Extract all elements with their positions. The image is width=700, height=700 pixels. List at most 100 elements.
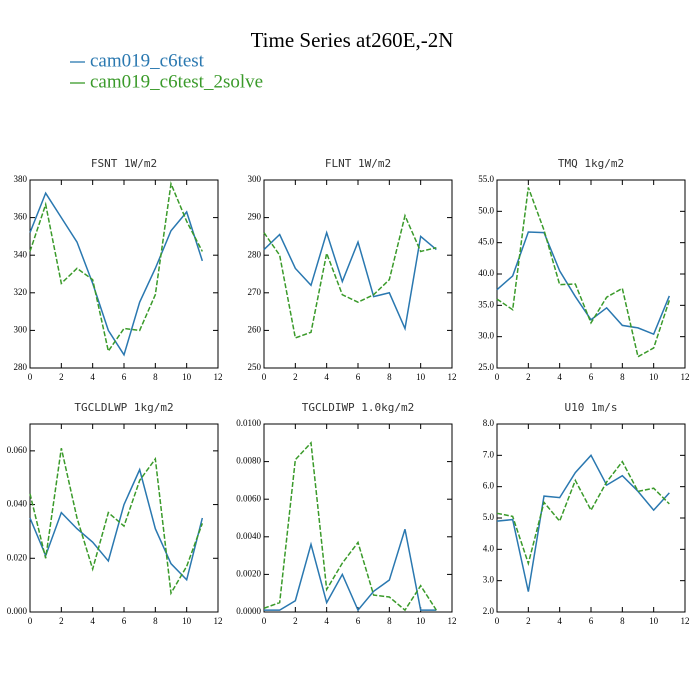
legend-label: cam019_c6test <box>90 50 205 71</box>
x-tick-label: 10 <box>182 616 192 626</box>
series-line <box>496 454 670 592</box>
y-tick-label: 0.0040 <box>236 531 261 541</box>
x-tick-label: 4 <box>557 616 562 626</box>
y-tick-label: 8.0 <box>483 418 495 428</box>
plot-frame <box>29 179 219 369</box>
y-tick-label: 260 <box>248 324 262 334</box>
panel-title: FLNT 1W/m2 <box>325 157 391 170</box>
series-line <box>496 231 671 336</box>
plot-frame <box>496 179 686 369</box>
x-tick-label: 6 <box>122 616 127 626</box>
y-tick-label: 290 <box>248 212 262 222</box>
y-tick-label: 0.0020 <box>236 568 261 578</box>
y-tick-label: 30.0 <box>478 331 494 341</box>
y-tick-label: 2.0 <box>483 606 495 616</box>
series-line <box>263 441 437 612</box>
x-tick-label: 6 <box>356 372 361 382</box>
x-tick-label: 4 <box>90 616 95 626</box>
y-tick-label: 50.0 <box>478 205 494 215</box>
x-tick-label: 8 <box>153 372 158 382</box>
y-tick-label: 0.020 <box>7 552 28 562</box>
legend-label: cam019_c6test_2solve <box>90 71 263 92</box>
x-tick-label: 6 <box>589 372 594 382</box>
series-line <box>264 529 437 612</box>
y-tick-label: 0.0080 <box>236 456 261 466</box>
series-line <box>29 467 204 582</box>
y-tick-label: 280 <box>14 362 28 372</box>
y-tick-label: 4.0 <box>483 543 495 553</box>
x-tick-label: 12 <box>448 372 457 382</box>
y-tick-label: 6.0 <box>483 481 495 491</box>
x-tick-label: 8 <box>620 372 625 382</box>
panel-title: U10 1m/s <box>565 401 618 414</box>
series-line <box>29 191 204 357</box>
y-tick-label: 0.040 <box>7 499 28 509</box>
y-tick-label: 35.0 <box>478 299 494 309</box>
y-tick-label: 0.000 <box>7 606 28 616</box>
x-tick-label: 2 <box>526 616 531 626</box>
x-tick-label: 12 <box>214 616 223 626</box>
panel-title: TGCLDLWP 1kg/m2 <box>74 401 173 414</box>
x-tick-label: 2 <box>293 372 298 382</box>
plot-frame <box>496 423 686 613</box>
x-tick-label: 4 <box>324 372 329 382</box>
y-tick-label: 340 <box>14 249 28 259</box>
x-tick-label: 2 <box>526 372 531 382</box>
y-tick-label: 0.0060 <box>236 493 261 503</box>
x-tick-label: 10 <box>182 372 192 382</box>
x-tick-label: 2 <box>59 372 64 382</box>
y-tick-label: 280 <box>248 249 262 259</box>
x-tick-label: 10 <box>649 372 659 382</box>
y-tick-label: 40.0 <box>478 268 494 278</box>
panel-title: TMQ 1kg/m2 <box>558 157 624 170</box>
x-tick-label: 8 <box>153 616 158 626</box>
y-tick-label: 270 <box>248 287 262 297</box>
x-tick-label: 4 <box>90 372 95 382</box>
y-tick-label: 250 <box>248 362 262 372</box>
x-tick-label: 6 <box>356 616 361 626</box>
y-tick-label: 300 <box>248 174 262 184</box>
y-tick-label: 0.0100 <box>236 418 261 428</box>
figure-title: Time Series at260E,-2N <box>251 28 454 52</box>
y-tick-label: 55.0 <box>478 174 494 184</box>
x-tick-label: 6 <box>122 372 127 382</box>
x-tick-label: 10 <box>416 372 426 382</box>
y-tick-label: 7.0 <box>483 449 495 459</box>
x-tick-label: 12 <box>214 372 223 382</box>
y-tick-label: 380 <box>14 174 28 184</box>
x-tick-label: 0 <box>495 372 500 382</box>
x-tick-label: 10 <box>416 616 426 626</box>
y-tick-label: 0.0000 <box>236 606 261 616</box>
x-tick-label: 12 <box>681 616 690 626</box>
x-tick-label: 8 <box>620 616 625 626</box>
x-tick-label: 6 <box>589 616 594 626</box>
y-tick-label: 45.0 <box>478 237 494 247</box>
x-tick-label: 4 <box>324 616 329 626</box>
x-tick-label: 0 <box>28 616 33 626</box>
panel-title: TGCLDIWP 1.0kg/m2 <box>302 401 415 414</box>
y-tick-label: 300 <box>14 324 28 334</box>
x-tick-label: 12 <box>448 616 457 626</box>
series-line <box>263 213 437 339</box>
panel-title: FSNT 1W/m2 <box>91 157 157 170</box>
x-tick-label: 10 <box>649 616 659 626</box>
x-tick-label: 4 <box>557 372 562 382</box>
x-tick-label: 8 <box>387 616 392 626</box>
plot-frame <box>263 179 453 369</box>
y-tick-label: 360 <box>14 212 28 222</box>
y-tick-label: 25.0 <box>478 362 494 372</box>
x-tick-label: 0 <box>262 372 267 382</box>
x-tick-label: 2 <box>293 616 298 626</box>
series-line <box>29 448 204 596</box>
y-tick-label: 320 <box>14 287 28 297</box>
plot-frame <box>29 423 219 613</box>
y-tick-label: 0.060 <box>7 445 28 455</box>
x-tick-label: 2 <box>59 616 64 626</box>
x-tick-label: 0 <box>495 616 500 626</box>
x-tick-label: 8 <box>387 372 392 382</box>
series-line <box>496 187 671 358</box>
y-tick-label: 3.0 <box>483 575 495 585</box>
series-line <box>263 230 437 332</box>
series-line <box>496 460 670 567</box>
series-line <box>29 180 203 353</box>
